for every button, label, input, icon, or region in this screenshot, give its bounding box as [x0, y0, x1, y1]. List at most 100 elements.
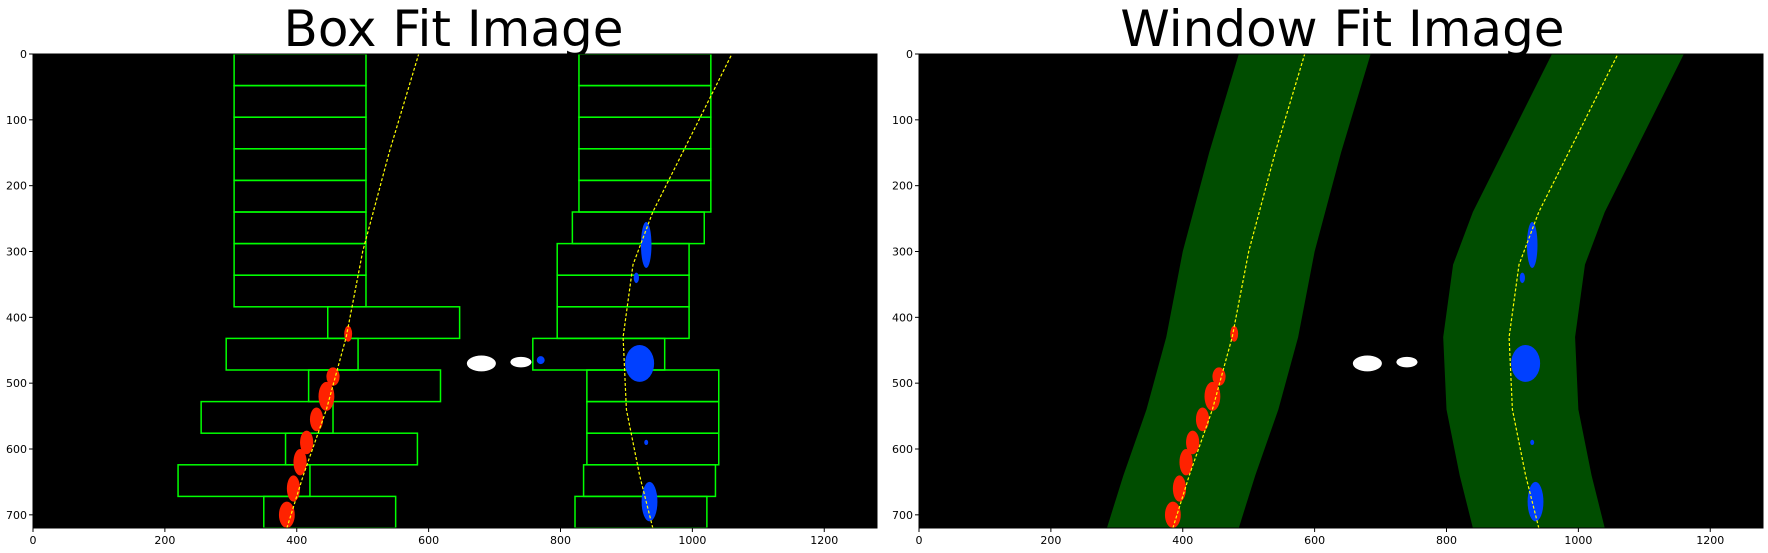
y-tick-label: 0 — [906, 48, 913, 61]
x-tick-label: 1000 — [1564, 534, 1592, 547]
sliding-window-box — [233, 274, 367, 308]
other-pixels — [1352, 355, 1382, 372]
y-tick: 100 — [6, 114, 33, 127]
y-tick-label: 100 — [6, 114, 27, 127]
left-lane-pixels — [1179, 449, 1193, 476]
right-lane-pixels — [1530, 439, 1535, 446]
axis-frame — [918, 53, 1764, 529]
y-tick-label: 600 — [6, 443, 27, 456]
box-fit-chart: 0 200 400 600 800 1000 1200 0 100 200 300 400 500 600… — [6, 48, 878, 547]
x-tick: 1000 — [678, 528, 706, 547]
sliding-window-box — [200, 400, 334, 434]
x-tick-label: 200 — [1040, 534, 1061, 547]
y-tick-label: 200 — [892, 180, 913, 193]
x-tick-label: 800 — [1436, 534, 1457, 547]
y-tick-label: 0 — [20, 48, 27, 61]
x-tick-label: 1200 — [810, 534, 838, 547]
x-tick-label: 400 — [1172, 534, 1193, 547]
x-tick: 400 — [1172, 528, 1193, 547]
left-lane-pixels — [309, 407, 324, 432]
y-tick: 300 — [892, 246, 919, 259]
search-window-band-right — [1443, 54, 1684, 528]
left-lane-pixels — [293, 449, 307, 476]
right-lane-pixels — [1527, 481, 1544, 522]
sliding-window-box — [177, 464, 311, 498]
y-tick: 400 — [6, 311, 33, 324]
right-lane-pixels — [633, 272, 639, 284]
left-lane-pixels — [1195, 407, 1210, 432]
x-tick-label: 600 — [1304, 534, 1325, 547]
other-pixels — [510, 356, 532, 368]
y-tick-label: 700 — [892, 509, 913, 522]
other-pixels — [1396, 356, 1418, 368]
x-tick-label: 400 — [286, 534, 307, 547]
y-tick: 600 — [6, 443, 33, 456]
fit-line-left — [286, 54, 420, 528]
x-tick-label: 1000 — [678, 534, 706, 547]
right-lane-pixels — [641, 481, 658, 522]
fit-line-right — [1508, 54, 1619, 528]
y-tick: 600 — [892, 443, 919, 456]
left-lane-pixels — [344, 325, 353, 342]
y-tick-label: 400 — [6, 311, 27, 324]
y-tick-label: 500 — [892, 377, 913, 390]
plot-content — [177, 54, 733, 528]
x-tick-label: 600 — [418, 534, 439, 547]
y-tick: 700 — [892, 509, 919, 522]
y-tick-label: 400 — [892, 311, 913, 324]
chart-title: Box Fit Image — [283, 0, 624, 58]
right-lane-pixels — [1526, 221, 1538, 268]
x-tick-label: 0 — [916, 534, 923, 547]
right-lane-pixels — [536, 356, 545, 365]
left-lane-pixels — [318, 381, 335, 411]
chart-title: Window Fit Image — [1120, 0, 1565, 58]
left-lane-pixels — [1164, 501, 1181, 528]
y-tick-label: 300 — [892, 246, 913, 259]
x-tick: 1200 — [1696, 528, 1724, 547]
right-lane-pixels — [1519, 272, 1525, 284]
box-fit-panel: Box Fit Image 0 200 400 600 800 1000 1200 0 100 2… — [6, 0, 878, 547]
x-tick: 800 — [1436, 528, 1457, 547]
x-tick: 600 — [418, 528, 439, 547]
left-lane-pixels — [278, 501, 295, 528]
sliding-window-box — [326, 306, 461, 340]
x-tick-label: 200 — [154, 534, 175, 547]
sliding-window-box — [307, 369, 442, 403]
x-tick: 400 — [286, 528, 307, 547]
right-lane-pixels — [644, 439, 649, 446]
x-tick-label: 800 — [550, 534, 571, 547]
window-fit-chart: 0 200 400 600 800 1000 1200 0 100 200 300 400 500 600… — [892, 48, 1764, 547]
x-tick: 0 — [30, 528, 37, 547]
left-lane-pixels — [300, 430, 314, 455]
y-tick-label: 200 — [6, 180, 27, 193]
right-lane-pixels — [1511, 344, 1541, 382]
fit-line-right — [622, 54, 733, 528]
left-lane-pixels — [1186, 430, 1200, 455]
window-fit-panel: Window Fit Image 0 200 400 600 800 1000 1200 0 1… — [884, 0, 1768, 553]
x-tick-label: 1200 — [1696, 534, 1724, 547]
y-tick: 300 — [6, 246, 33, 259]
y-tick-label: 700 — [6, 509, 27, 522]
plot-area — [33, 54, 877, 528]
y-tick: 500 — [6, 377, 33, 390]
y-tick: 500 — [892, 377, 919, 390]
x-tick: 800 — [550, 528, 571, 547]
plot-content — [1106, 54, 1684, 528]
left-lane-pixels — [1204, 381, 1221, 411]
y-tick-label: 600 — [892, 443, 913, 456]
y-tick: 100 — [892, 114, 919, 127]
y-tick: 200 — [6, 180, 33, 193]
right-lane-pixels — [625, 344, 655, 382]
x-tick: 200 — [1040, 528, 1061, 547]
y-tick: 200 — [892, 180, 919, 193]
x-tick-label: 0 — [30, 534, 37, 547]
y-tick: 400 — [892, 311, 919, 324]
y-tick: 700 — [6, 509, 33, 522]
x-tick: 1200 — [810, 528, 838, 547]
y-tick-label: 500 — [6, 377, 27, 390]
other-pixels — [466, 355, 496, 372]
y-tick: 0 — [906, 48, 919, 61]
axis-frame — [32, 53, 878, 529]
left-lane-pixels — [286, 475, 301, 502]
left-lane-pixels — [1230, 325, 1239, 342]
